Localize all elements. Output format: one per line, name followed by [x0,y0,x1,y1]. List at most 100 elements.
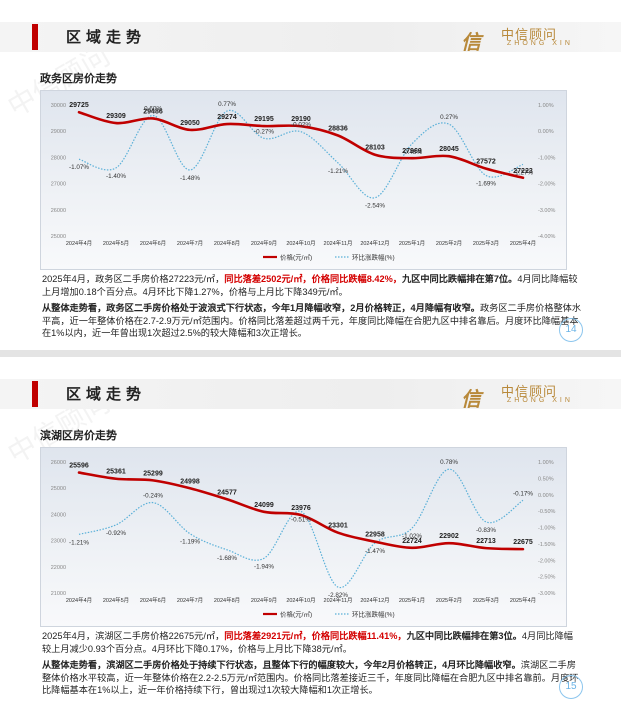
page-number: 15 [559,675,583,699]
pct-data-label: -1.27% [513,169,533,176]
y-left-tick-label: 23000 [51,539,66,545]
pct-data-label: -0.27% [254,128,274,135]
text-run: 政务区二手房价格整体水平高，近一年整体价格在2.7-2.9万元/㎡范围内。价格同… [42,303,582,339]
series-line-pct [78,468,524,588]
price-data-label: 29195 [254,116,274,123]
pct-data-label: -1.47% [365,548,385,555]
legend-label-pct: 环比涨跌幅(%) [352,253,395,262]
y-right-tick-label: -2.00% [538,182,556,188]
text-run: 九区中同比跌幅排在第7位。 [401,274,518,284]
pct-data-label: -1.94% [254,563,274,570]
price-data-label: 27223 [513,168,533,175]
pct-data-label: 0.27% [440,114,458,121]
x-tick-label: 2024年10月 [286,239,315,247]
price-data-label: 29050 [180,120,200,127]
y-right-tick-label: -1.00% [538,526,556,532]
pct-data-label: -1.40% [106,173,126,180]
pct-data-label: -0.02% [291,122,311,129]
price-data-label: 27969 [402,148,422,155]
pct-data-label: -0.17% [513,490,533,497]
price-data-label: 25361 [106,469,126,476]
y-right-tick-label: -0.50% [538,509,556,515]
price-data-label: 24099 [254,502,274,509]
price-data-label: 29725 [69,102,89,109]
header-bar: 区域走势 信 中信顾问 ZHONG XIN [0,22,621,54]
price-data-label: 22958 [365,532,385,539]
pct-data-label: -1.21% [328,168,348,175]
price-data-label: 23976 [291,505,311,512]
x-tick-label: 2024年11月 [324,596,353,604]
y-right-tick-label: 1.00% [538,460,554,466]
y-right-tick-label: -2.00% [538,558,556,564]
section-title: 政务区房价走势 [40,73,117,85]
price-data-label: 29190 [291,116,311,123]
pct-data-label: -2.54% [365,203,385,210]
page-number: 14 [559,318,583,342]
y-left-tick-label: 29000 [51,129,66,135]
x-tick-label: 2024年7月 [177,596,203,604]
price-trend-chart: 30000 29000 28000 27000 26000 25000 1.00% 0.00%… [40,90,567,270]
chart-commentary: 2025年4月，政务区二手房价格27223元/㎡，同比落差2502元/㎡，价格同… [42,273,582,340]
legend-label-price: 价格(元/㎡) [280,610,312,619]
legend-label-pct: 环比涨跌幅(%) [352,610,395,619]
section-title: 滨湖区房价走势 [40,430,117,442]
text-run: 4月同比降幅较上月增加0.18个百分点。4月环比下降1.27%，价格与上月比下降… [42,274,578,297]
y-left-tick-label: 30000 [51,103,66,109]
logo-en: ZHONG XIN [507,40,573,47]
pct-data-label: -0.48% [402,149,422,156]
chart-svg: 30000 29000 28000 27000 26000 25000 1.00% 0.00%… [51,101,556,262]
header-title: 区域走势 [66,28,147,46]
y-left-tick-label: 24000 [51,512,66,518]
price-data-label: 22713 [476,538,496,545]
pct-data-label: -0.24% [143,493,163,500]
pct-data-label: -0.51% [291,516,311,523]
logo-cn: 中信顾问 [501,385,558,400]
price-data-label: 27572 [476,159,496,166]
y-left-tick-label: 21000 [51,591,66,597]
pct-data-label: -0.83% [476,527,496,534]
summary-paragraph: 2025年4月，滨湖区二手房价格22675元/㎡，同比落差2921元/㎡，价格同… [42,630,582,655]
y-right-tick-label: -4.00% [538,234,556,240]
price-data-label: 28836 [328,125,348,132]
price-data-label: 29309 [106,113,126,120]
y-right-tick-label: -1.50% [538,542,556,548]
pct-data-label: -1.48% [180,175,200,182]
x-tick-label: 2025年4月 [510,239,536,247]
x-tick-label: 2024年12月 [360,239,389,247]
pct-data-label: -1.07% [69,164,89,171]
text-run: 4月同比降幅较上月减少0.93个百分点。4月环比下降0.17%，价格与上月比下降… [42,631,573,654]
pct-data-label: -1.21% [69,539,89,546]
slide-binhu: 中信顾问 中信顾问 中信顾问 区域走势 信 中信顾问 ZHONG XIN 滨湖区… [0,357,621,707]
x-tick-label: 2024年8月 [214,596,240,604]
header-title: 区域走势 [66,385,147,403]
x-tick-label: 2025年3月 [473,596,499,604]
summary-paragraph: 2025年4月，政务区二手房价格27223元/㎡，同比落差2502元/㎡，价格同… [42,273,582,298]
pct-data-label: -1.02% [402,533,422,540]
x-tick-label: 2024年6月 [140,596,166,604]
y-right-tick-label: 0.00% [538,129,554,135]
chart-svg: 26000 25000 24000 23000 22000 21000 1.00% 0.50%… [51,459,556,619]
y-left-tick-label: 26000 [51,460,66,466]
x-tick-label: 2024年8月 [214,239,240,247]
y-right-tick-label: -3.00% [538,208,556,214]
price-data-label: 23301 [328,523,348,530]
logo-mark: 信 [461,30,481,54]
x-tick-label: 2024年4月 [66,596,92,604]
x-tick-label: 2024年5月 [103,596,129,604]
series-line-price [77,110,525,180]
series-line-price [77,471,525,551]
analysis-paragraph: 从整体走势看，政务区二手房价格处于波浪式下行状态，今年1月降幅收窄，2月价格转正… [42,302,582,340]
y-right-tick-label: 1.00% [538,103,554,109]
y-left-tick-label: 25000 [51,486,66,492]
y-left-tick-label: 27000 [51,182,66,188]
text-run: 2025年4月，政务区二手房价格27223元/㎡， [42,274,225,284]
x-tick-label: 2024年5月 [103,239,129,247]
x-tick-label: 2025年1月 [399,239,425,247]
slide-divider [0,350,621,357]
slide-zhengwu: 中信顾问 中信顾问 中信顾问 区域走势 信 中信顾问 ZHONG XIN 政务区… [0,0,621,350]
pct-data-label: 0.78% [440,459,458,466]
logo-cn: 中信顾问 [501,28,558,43]
x-tick-label: 2025年2月 [436,239,462,247]
text-run: 从整体走势看，滨湖区二手房价格处于持续下行状态，且整体下行的幅度较大，今年2月价… [42,660,521,671]
pct-data-label: -0.92% [106,530,126,537]
